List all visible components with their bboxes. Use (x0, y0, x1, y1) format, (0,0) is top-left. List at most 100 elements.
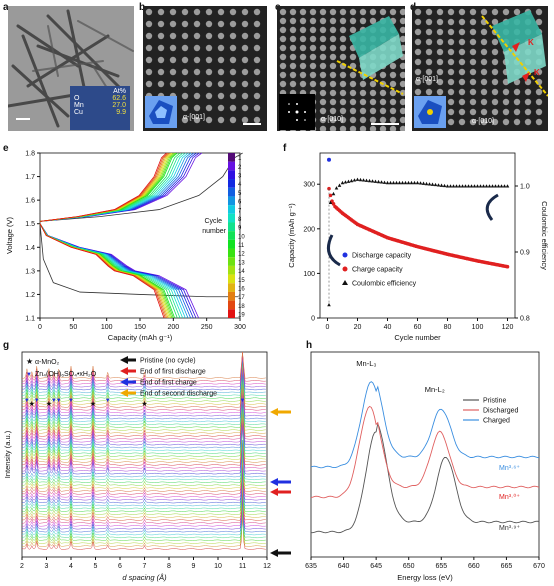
atom-column (193, 32, 201, 40)
atom-column (491, 78, 499, 86)
atom-column (369, 17, 377, 25)
atom-column (157, 8, 165, 16)
xrd-pattern (21, 351, 266, 385)
atom-column (447, 48, 455, 56)
legend-arrow-g (120, 367, 136, 375)
xrd-pattern (21, 351, 266, 391)
mn-charged-valence: Mn³·⁶⁺ (499, 465, 520, 472)
atom-column (535, 118, 543, 126)
atom-column (399, 107, 405, 115)
x-tick-label-g: 10 (214, 563, 222, 570)
legend-marker-f (342, 252, 348, 258)
legend-label-f: Coulombic efficiency (352, 281, 417, 288)
atom-column (229, 116, 237, 124)
atom-column (535, 18, 543, 26)
legend-label-g: End of first discharge (140, 369, 206, 376)
atom-column (289, 35, 297, 43)
xrd-pattern (21, 384, 266, 446)
scale-bar-c (371, 123, 399, 125)
atom-column (491, 48, 499, 56)
xrd-pattern (21, 351, 266, 411)
x-axis-label-h: Energy loss (eV) (397, 573, 453, 582)
coulombic-efficiency-point (361, 178, 366, 182)
x-tick-label-h: 635 (305, 563, 317, 570)
discharge-curve-cycle-18 (39, 223, 166, 319)
atom-column (480, 18, 488, 26)
panel-label-h: h (306, 340, 313, 351)
atom-column (425, 8, 433, 16)
atom-column (399, 98, 405, 106)
atom-column (436, 88, 444, 96)
atom-column (389, 80, 397, 88)
y-tick-label-e: 1.6 (25, 198, 35, 205)
atom-column (399, 62, 405, 70)
coulombic-efficiency-point (364, 178, 369, 182)
atom-column (425, 38, 433, 46)
atom-column (253, 56, 261, 64)
x-axis-label-e: Capacity (mAh g⁻¹) (108, 333, 173, 342)
atom-column (491, 8, 499, 16)
atom-column (181, 32, 189, 40)
coulombic-efficiency-point (337, 183, 342, 187)
atom-column (436, 28, 444, 36)
xrd-pattern (21, 395, 266, 457)
atom-column (379, 98, 387, 106)
atom-column (414, 68, 422, 76)
atom-column (480, 28, 488, 36)
atom-column (414, 88, 422, 96)
atom-column (339, 53, 347, 61)
atom-column (229, 32, 237, 40)
atom-column (253, 8, 261, 16)
discharge-capacity-point (327, 157, 331, 162)
panel-label-f: f (283, 143, 287, 154)
mn-l2-annotation: Mn-L₂ (425, 385, 445, 394)
colorbar-swatch (228, 170, 235, 180)
atom-column (279, 71, 287, 79)
atom-column (217, 56, 225, 64)
atom-column (157, 68, 165, 76)
y-tick-label-e: 1.2 (25, 292, 35, 299)
atom-column (339, 71, 347, 79)
y-tick-label-f: 100 (303, 271, 315, 278)
atom-column (379, 107, 387, 115)
atom-column (469, 108, 477, 116)
atom-column (399, 125, 405, 131)
atom-column (241, 44, 249, 52)
xrd-pattern (21, 449, 266, 486)
y-tick-label-e: 1.4 (25, 245, 35, 252)
atom-column (447, 8, 455, 16)
atom-column (458, 68, 466, 76)
atom-column (241, 20, 249, 28)
x-tick-label-e: 100 (101, 324, 113, 331)
atom-column (205, 68, 213, 76)
xrd-pattern (21, 484, 266, 521)
atom-column (145, 80, 153, 88)
atom-column (319, 53, 327, 61)
atom-column (169, 32, 177, 40)
atom-column (309, 26, 317, 34)
atom-column (535, 108, 543, 116)
legend-label-f: Charge capacity (352, 267, 403, 274)
x-tick-label-g: 11 (239, 563, 246, 570)
panel-label-g: g (3, 340, 10, 351)
atom-column (491, 18, 499, 26)
xrd-pattern (21, 398, 266, 460)
atom-column (319, 35, 327, 43)
charge-capacity-point (505, 264, 510, 269)
haadf-image-c: α-[010] (277, 6, 405, 131)
colorbar-label: 3 (238, 174, 242, 180)
discharge-curve-cycle-1 (39, 223, 239, 298)
lattice-b (143, 6, 267, 131)
xrd-pattern (21, 353, 266, 414)
atom-column (502, 118, 510, 126)
xrd-pattern (21, 474, 266, 512)
xrd-pattern (21, 495, 266, 533)
atom-column (414, 58, 422, 66)
atom-column (279, 80, 287, 88)
atom-column (157, 20, 165, 28)
atom-column (145, 32, 153, 40)
coulombic-efficiency-point (445, 184, 450, 188)
xrd-pattern (22, 507, 266, 544)
atom-column (369, 80, 377, 88)
atom-column (279, 17, 287, 25)
